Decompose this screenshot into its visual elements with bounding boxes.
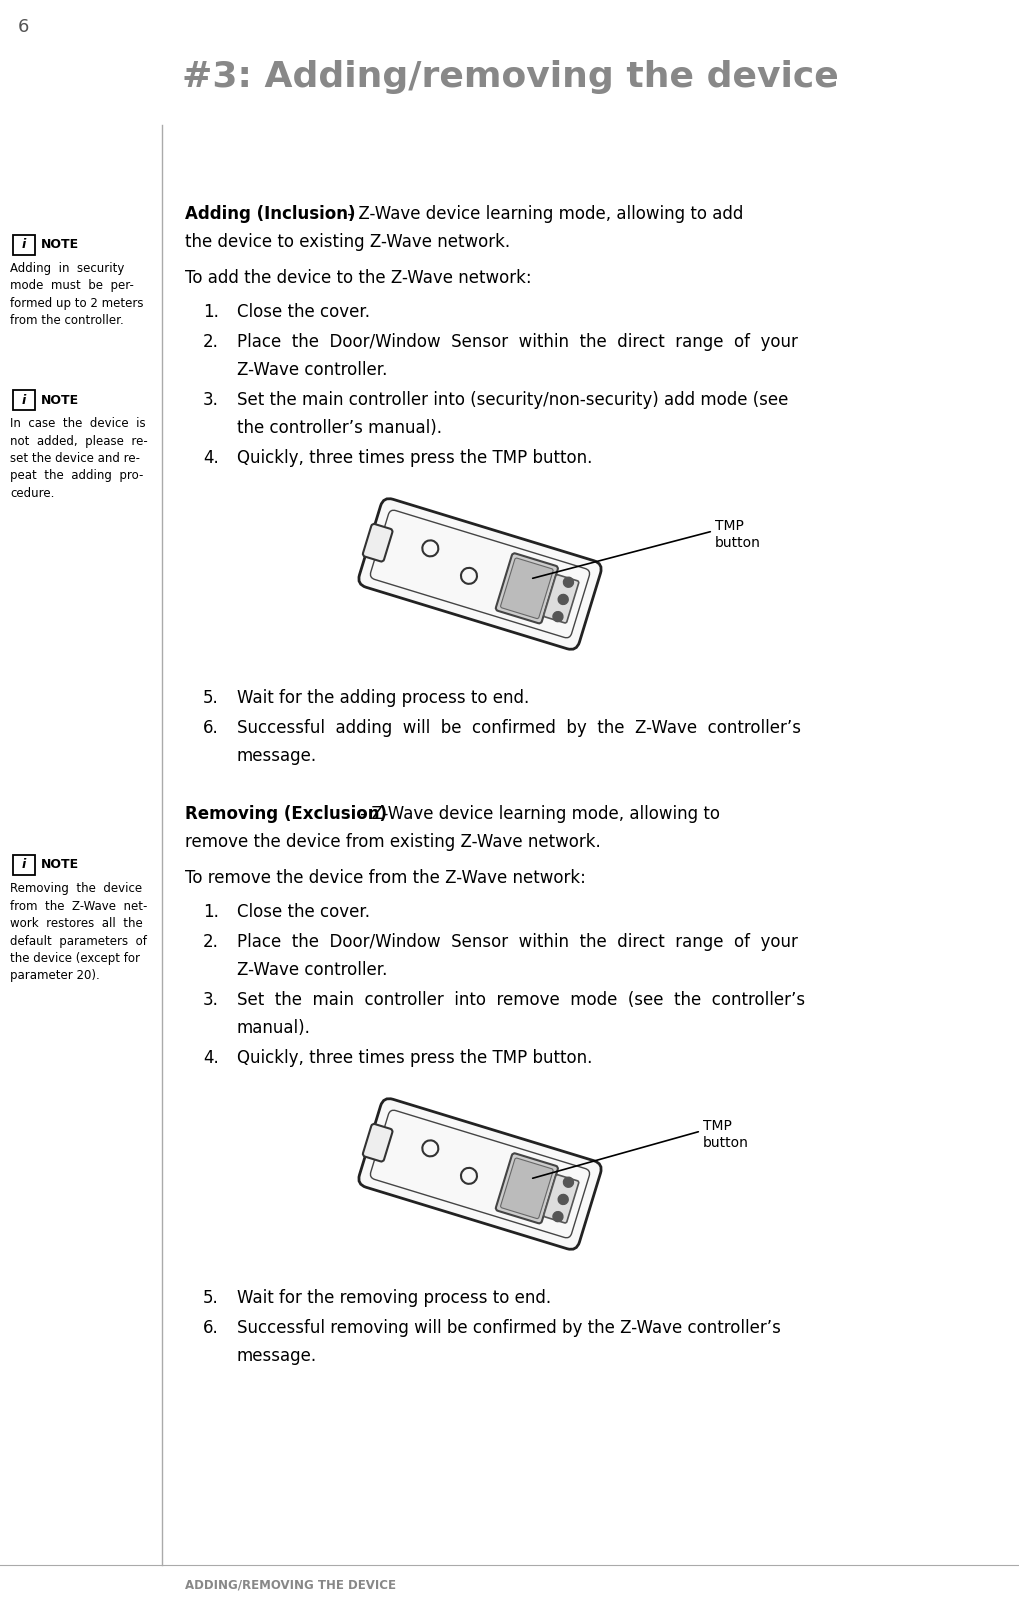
Text: NOTE: NOTE [41, 239, 79, 252]
Circle shape [557, 594, 568, 604]
Text: - Z-Wave device learning mode, allowing to add: - Z-Wave device learning mode, allowing … [341, 205, 743, 223]
Text: 3.: 3. [203, 992, 219, 1009]
Text: Adding (Inclusion): Adding (Inclusion) [184, 205, 356, 223]
Text: the controller’s manual).: the controller’s manual). [236, 420, 441, 437]
FancyBboxPatch shape [359, 498, 600, 649]
Circle shape [552, 1211, 562, 1222]
Text: - Z-Wave device learning mode, allowing to: - Z-Wave device learning mode, allowing … [355, 804, 719, 823]
Text: Place  the  Door/Window  Sensor  within  the  direct  range  of  your: Place the Door/Window Sensor within the … [236, 932, 797, 952]
FancyBboxPatch shape [500, 1158, 552, 1219]
Text: 6.: 6. [203, 719, 218, 737]
FancyBboxPatch shape [13, 855, 35, 875]
FancyBboxPatch shape [359, 1099, 600, 1250]
FancyBboxPatch shape [543, 1174, 578, 1222]
Text: 6.: 6. [203, 1318, 218, 1338]
Text: Removing  the  device
from  the  Z-Wave  net-
work  restores  all  the
default  : Removing the device from the Z-Wave net-… [10, 883, 147, 982]
Text: message.: message. [236, 747, 317, 766]
Circle shape [562, 577, 573, 588]
Text: i: i [21, 394, 26, 407]
Text: #3: Adding/removing the device: #3: Adding/removing the device [181, 59, 838, 95]
Text: TMP
button: TMP button [702, 1120, 748, 1150]
FancyBboxPatch shape [363, 1125, 392, 1161]
Circle shape [552, 612, 562, 622]
FancyBboxPatch shape [13, 235, 35, 255]
Text: 6: 6 [18, 18, 30, 35]
FancyBboxPatch shape [363, 524, 392, 562]
Text: 4.: 4. [203, 449, 218, 468]
Text: Successful removing will be confirmed by the Z-Wave controller’s: Successful removing will be confirmed by… [236, 1318, 781, 1338]
Text: Set the main controller into (security/non-security) add mode (see: Set the main controller into (security/n… [236, 391, 788, 409]
FancyBboxPatch shape [543, 575, 578, 623]
Text: Wait for the removing process to end.: Wait for the removing process to end. [236, 1290, 550, 1307]
Text: Z-Wave controller.: Z-Wave controller. [236, 360, 387, 380]
FancyBboxPatch shape [495, 553, 557, 623]
Text: Quickly, three times press the TMP button.: Quickly, three times press the TMP butto… [236, 449, 592, 468]
Text: 3.: 3. [203, 391, 219, 409]
Text: Wait for the adding process to end.: Wait for the adding process to end. [236, 689, 529, 706]
Text: To remove the device from the Z-Wave network:: To remove the device from the Z-Wave net… [184, 868, 585, 888]
Text: manual).: manual). [236, 1019, 311, 1036]
Text: i: i [21, 239, 26, 252]
Text: NOTE: NOTE [41, 859, 79, 871]
Text: 4.: 4. [203, 1049, 218, 1067]
Text: Adding  in  security
mode  must  be  per-
formed up to 2 meters
from the control: Adding in security mode must be per- for… [10, 263, 144, 327]
Text: Place  the  Door/Window  Sensor  within  the  direct  range  of  your: Place the Door/Window Sensor within the … [236, 333, 797, 351]
Text: NOTE: NOTE [41, 394, 79, 407]
Text: the device to existing Z-Wave network.: the device to existing Z-Wave network. [184, 232, 510, 252]
Circle shape [562, 1177, 573, 1187]
Text: i: i [21, 859, 26, 871]
Text: TMP
button: TMP button [714, 519, 760, 551]
Text: 5.: 5. [203, 689, 218, 706]
FancyBboxPatch shape [495, 1153, 557, 1224]
Text: ADDING/REMOVING THE DEVICE: ADDING/REMOVING THE DEVICE [184, 1578, 395, 1591]
Text: remove the device from existing Z-Wave network.: remove the device from existing Z-Wave n… [184, 833, 600, 851]
Text: Z-Wave controller.: Z-Wave controller. [236, 961, 387, 979]
FancyBboxPatch shape [500, 557, 552, 618]
Text: To add the device to the Z-Wave network:: To add the device to the Z-Wave network: [184, 269, 531, 287]
Text: 1.: 1. [203, 303, 219, 320]
Text: 1.: 1. [203, 904, 219, 921]
Text: In  case  the  device  is
not  added,  please  re-
set the device and re-
peat  : In case the device is not added, please … [10, 417, 148, 500]
Text: 2.: 2. [203, 932, 219, 952]
Text: Close the cover.: Close the cover. [236, 904, 370, 921]
Text: 2.: 2. [203, 333, 219, 351]
Text: 5.: 5. [203, 1290, 218, 1307]
Text: Removing (Exclusion): Removing (Exclusion) [184, 804, 386, 823]
Text: Close the cover.: Close the cover. [236, 303, 370, 320]
Text: Set  the  main  controller  into  remove  mode  (see  the  controller’s: Set the main controller into remove mode… [236, 992, 804, 1009]
Text: message.: message. [236, 1347, 317, 1365]
Text: Successful  adding  will  be  confirmed  by  the  Z-Wave  controller’s: Successful adding will be confirmed by t… [236, 719, 800, 737]
Circle shape [557, 1195, 568, 1205]
FancyBboxPatch shape [13, 389, 35, 410]
Text: Quickly, three times press the TMP button.: Quickly, three times press the TMP butto… [236, 1049, 592, 1067]
